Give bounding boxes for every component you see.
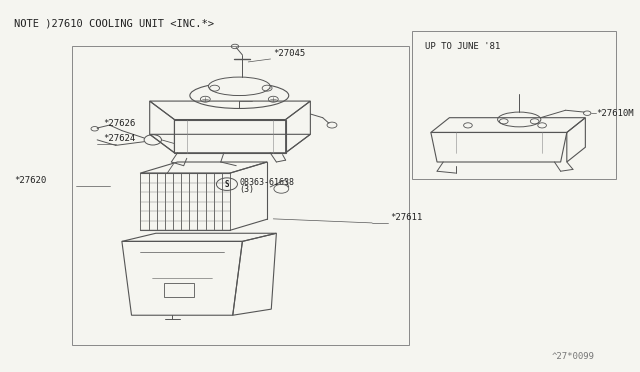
Bar [412,31,616,179]
Bar [164,283,194,297]
Text: *27620: *27620 [13,176,46,185]
Text: *27626: *27626 [103,119,136,128]
Text: NOTE )27610 COOLING UNIT <INC.*>: NOTE )27610 COOLING UNIT <INC.*> [13,18,214,28]
Text: *27045: *27045 [273,48,305,58]
Ellipse shape [209,77,270,96]
Text: UP TO JUNE '81: UP TO JUNE '81 [425,42,500,51]
Text: ^27*0099: ^27*0099 [552,352,595,361]
Text: S: S [225,180,229,189]
Bar [72,46,409,345]
Text: 08363-61638: 08363-61638 [239,178,294,187]
Text: *27611: *27611 [390,213,423,222]
Text: *27624: *27624 [103,134,136,143]
Text: *27610M: *27610M [596,109,634,118]
Text: (3): (3) [239,185,254,194]
